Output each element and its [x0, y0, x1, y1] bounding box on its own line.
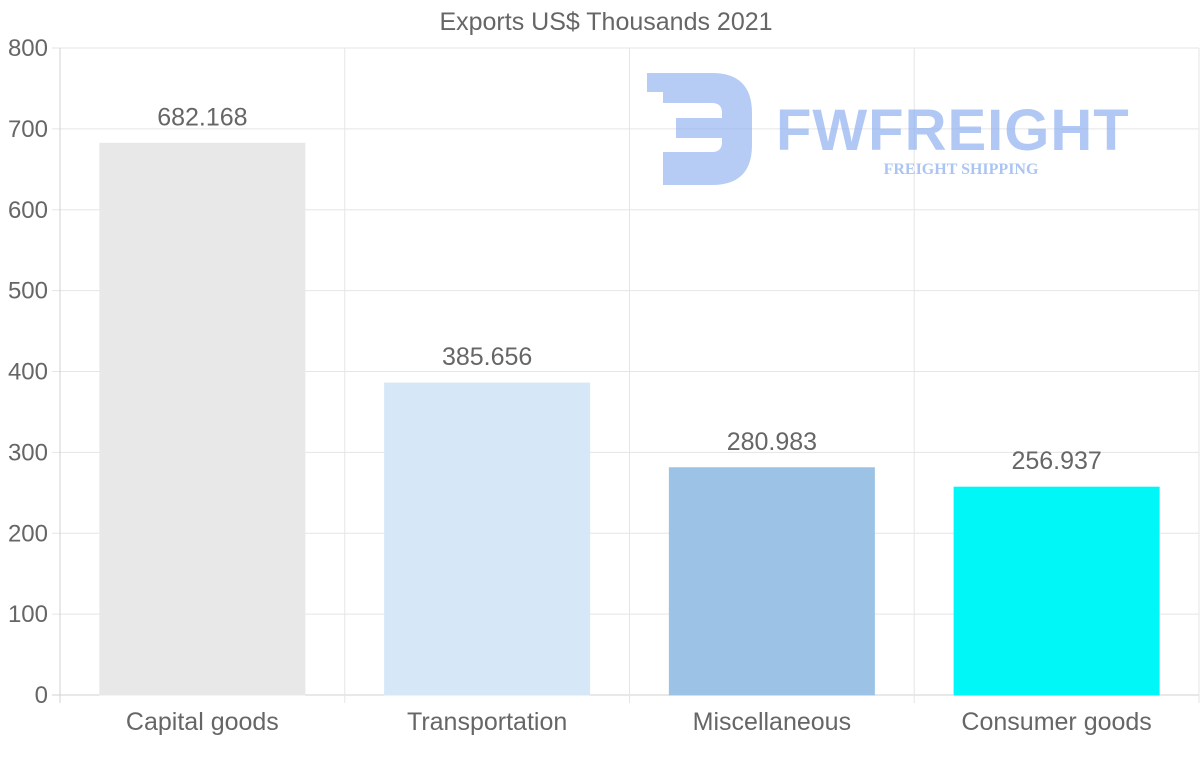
watermark-brand: FWFREIGHT [776, 98, 1130, 163]
x-axis-ticks: Capital goods Transportation Miscellaneous… [126, 708, 1152, 736]
y-tick-label: 100 [8, 601, 48, 628]
y-tick-label: 500 [8, 278, 48, 305]
x-tick-label: Capital goods [126, 708, 279, 736]
y-tick-label: 300 [8, 439, 48, 466]
fwfreight-logo-watermark: FWFREIGHT FREIGHT SHIPPING [647, 73, 1130, 185]
watermark-tagline: FREIGHT SHIPPING [884, 161, 1039, 178]
y-tick-label: 700 [8, 116, 48, 143]
fwfreight-logo-icon [647, 73, 752, 185]
bar-capital-goods[interactable] [99, 142, 306, 696]
y-tick-label: 800 [8, 35, 48, 62]
bars [99, 142, 1160, 696]
bar-value-label: 256.937 [1011, 447, 1101, 475]
x-tick-label: Consumer goods [961, 708, 1151, 736]
bar-value-label: 385.656 [442, 343, 532, 371]
bar-value-label: 280.983 [727, 428, 817, 456]
bar-miscellaneous[interactable] [668, 467, 875, 696]
y-tick-label: 0 [35, 682, 48, 709]
y-tick-label: 400 [8, 359, 48, 386]
x-tick-label: Miscellaneous [693, 708, 851, 736]
y-axis-ticks: 0 100 200 300 400 500 600 700 800 [8, 35, 48, 709]
y-tick-label: 600 [8, 197, 48, 224]
bar-transportation[interactable] [384, 382, 591, 696]
bar-value-label: 682.168 [157, 103, 247, 131]
chart-title: Exports US$ Thousands 2021 [439, 8, 772, 36]
y-tick-label: 200 [8, 520, 48, 547]
bar-consumer-goods[interactable] [953, 486, 1160, 696]
value-labels: 682.168 385.656 280.983 256.937 [157, 103, 1102, 475]
x-tick-label: Transportation [407, 708, 567, 736]
